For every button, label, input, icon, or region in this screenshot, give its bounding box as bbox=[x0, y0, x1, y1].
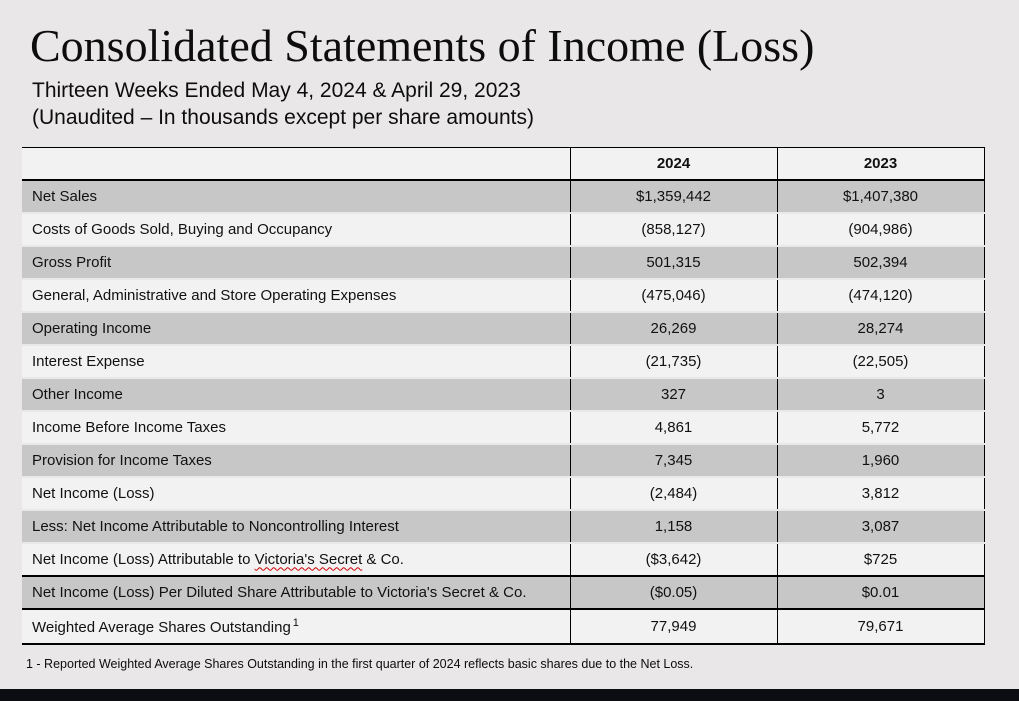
row-label: Costs of Goods Sold, Buying and Occupanc… bbox=[22, 213, 570, 248]
value-2024: 26,269 bbox=[569, 312, 777, 347]
row-label: Net Income (Loss) bbox=[22, 477, 570, 512]
value-2024: $1,359,442 bbox=[569, 180, 777, 215]
value-2024: (858,127) bbox=[569, 213, 777, 248]
value-2024: (2,484) bbox=[569, 477, 777, 512]
value-2023: 3 bbox=[776, 378, 985, 413]
value-2023: (904,986) bbox=[776, 213, 985, 248]
table-row: Provision for Income Taxes 7,345 1,960 bbox=[22, 444, 985, 479]
value-2023: $725 bbox=[776, 543, 985, 578]
value-2024: 4,861 bbox=[569, 411, 777, 446]
table-row: Less: Net Income Attributable to Noncont… bbox=[22, 510, 985, 545]
footnote-marker: 1 bbox=[292, 617, 299, 630]
value-2024: 501,315 bbox=[569, 246, 777, 281]
row-label: Net Income (Loss) Per Diluted Share Attr… bbox=[22, 576, 570, 611]
table-row: Net Income (Loss) (2,484) 3,812 bbox=[22, 477, 985, 512]
table-row: Weighted Average Shares Outstanding 1 77,… bbox=[22, 609, 985, 646]
table-header-row: 2024 2023 bbox=[22, 147, 985, 182]
value-2023: 5,772 bbox=[776, 411, 985, 446]
row-label: Net Income (Loss) Attributable to Victor… bbox=[22, 543, 570, 578]
table-row: Interest Expense (21,735) (22,505) bbox=[22, 345, 985, 380]
page-title: Consolidated Statements of Income (Loss) bbox=[30, 20, 815, 71]
table-row: Income Before Income Taxes 4,861 5,772 bbox=[22, 411, 985, 446]
table-row: Other Income 327 3 bbox=[22, 378, 985, 413]
header-2023: 2023 bbox=[776, 147, 985, 182]
table-row: General, Administrative and Store Operat… bbox=[22, 279, 985, 314]
value-2023: $1,407,380 bbox=[776, 180, 985, 215]
value-2023: 1,960 bbox=[776, 444, 985, 479]
table-row: Net Sales $1,359,442 $1,407,380 bbox=[22, 180, 985, 215]
row-label: Less: Net Income Attributable to Noncont… bbox=[22, 510, 570, 545]
row-label-text: & Co. bbox=[362, 551, 404, 569]
value-2024: (475,046) bbox=[569, 279, 777, 314]
row-label: Provision for Income Taxes bbox=[22, 444, 570, 479]
row-label: Other Income bbox=[22, 378, 570, 413]
row-label: Weighted Average Shares Outstanding 1 bbox=[22, 609, 570, 646]
row-label: Net Sales bbox=[22, 180, 570, 215]
row-label: Gross Profit bbox=[22, 246, 570, 281]
value-2023: (474,120) bbox=[776, 279, 985, 314]
table-row: Gross Profit 501,315 502,394 bbox=[22, 246, 985, 281]
subtitle-line2: (Unaudited – In thousands except per sha… bbox=[32, 106, 534, 130]
value-2024: 7,345 bbox=[569, 444, 777, 479]
value-2023: 79,671 bbox=[776, 609, 985, 646]
row-label-text: Weighted Average Shares Outstanding bbox=[32, 619, 291, 637]
value-2024: ($0.05) bbox=[569, 576, 777, 611]
table-row: Costs of Goods Sold, Buying and Occupanc… bbox=[22, 213, 985, 248]
value-2024: 77,949 bbox=[569, 609, 777, 646]
value-2023: 502,394 bbox=[776, 246, 985, 281]
subtitle-line1: Thirteen Weeks Ended May 4, 2024 & April… bbox=[32, 78, 521, 102]
slide: Consolidated Statements of Income (Loss)… bbox=[22, 20, 985, 672]
row-label: Income Before Income Taxes bbox=[22, 411, 570, 446]
value-2024: (21,735) bbox=[569, 345, 777, 380]
row-label: Operating Income bbox=[22, 312, 570, 347]
row-label-text: Net Income (Loss) Attributable to bbox=[32, 551, 255, 569]
table-row: Operating Income 26,269 28,274 bbox=[22, 312, 985, 347]
row-label: Interest Expense bbox=[22, 345, 570, 380]
table-row: Net Income (Loss) Attributable to Victor… bbox=[22, 543, 985, 578]
table-row: Net Income (Loss) Per Diluted Share Attr… bbox=[22, 576, 985, 611]
footer-bar bbox=[0, 689, 1019, 701]
value-2023: 3,087 bbox=[776, 510, 985, 545]
value-2023: 28,274 bbox=[776, 312, 985, 347]
value-2023: 3,812 bbox=[776, 477, 985, 512]
row-label: General, Administrative and Store Operat… bbox=[22, 279, 570, 314]
value-2024: 1,158 bbox=[569, 510, 777, 545]
value-2024: 327 bbox=[569, 378, 777, 413]
footnote: 1 - Reported Weighted Average Shares Out… bbox=[26, 657, 694, 672]
value-2023: (22,505) bbox=[776, 345, 985, 380]
victorias-secret-text: Victoria's Secret bbox=[254, 551, 363, 569]
value-2024: ($3,642) bbox=[569, 543, 777, 578]
header-label bbox=[22, 147, 570, 182]
value-2023: $0.01 bbox=[776, 576, 985, 611]
income-statement-table: 2024 2023 Net Sales $1,359,442 $1,407,38… bbox=[22, 147, 985, 646]
header-2024: 2024 bbox=[569, 147, 777, 182]
